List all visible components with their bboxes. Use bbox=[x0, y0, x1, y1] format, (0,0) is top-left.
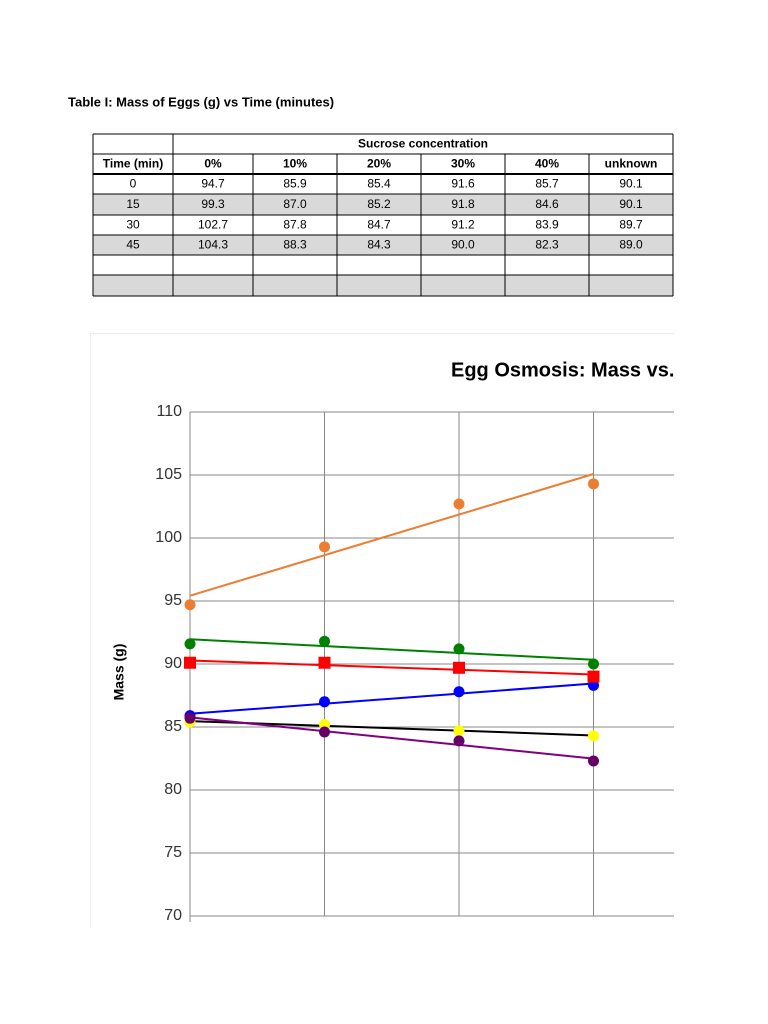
data-point bbox=[453, 643, 465, 655]
data-point bbox=[453, 661, 465, 674]
y-tick-label: 80 bbox=[164, 781, 182, 798]
trendline bbox=[189, 473, 594, 597]
table-cell: 104.3 bbox=[198, 238, 228, 252]
data-point bbox=[184, 656, 196, 669]
y-tick-label: 90 bbox=[164, 655, 182, 672]
table-cell: 84.3 bbox=[367, 238, 391, 252]
y-tick-label: 105 bbox=[155, 466, 182, 483]
data-point bbox=[319, 726, 330, 738]
y-tick-label: 110 bbox=[156, 403, 182, 420]
column-header: Time (min) bbox=[103, 157, 163, 171]
y-tick-label: 100 bbox=[155, 529, 182, 546]
data-point bbox=[588, 478, 599, 490]
table-cell: 84.6 bbox=[535, 197, 559, 211]
table-cell: 91.6 bbox=[451, 177, 475, 191]
table-cell: 45 bbox=[126, 238, 140, 252]
data-point bbox=[318, 656, 331, 669]
data-point bbox=[319, 541, 330, 553]
data-point bbox=[587, 670, 600, 683]
chart-area: Egg Osmosis: Mass vs. T Mass (g) 70 75 80 8… bbox=[90, 333, 692, 928]
table-cell: 90.0 bbox=[451, 238, 475, 252]
row-shade bbox=[93, 235, 673, 255]
trendline bbox=[189, 638, 594, 661]
trendline bbox=[189, 682, 594, 715]
y-axis-label: Mass (g) bbox=[111, 644, 127, 701]
trendline bbox=[189, 716, 594, 760]
data-point bbox=[319, 635, 330, 647]
row-shade bbox=[93, 194, 673, 215]
column-header: 0% bbox=[204, 157, 222, 171]
table-cell: 99.3 bbox=[201, 197, 225, 211]
table-cell: 87.8 bbox=[283, 218, 307, 232]
group-header: Sucrose concentration bbox=[358, 137, 488, 151]
table-cell: 90.1 bbox=[619, 197, 643, 211]
row-shade bbox=[93, 275, 673, 296]
table-cell: 89.7 bbox=[619, 218, 643, 232]
data-point bbox=[453, 735, 465, 747]
table-cell: 0 bbox=[130, 177, 137, 191]
table-cell: 90.1 bbox=[619, 177, 643, 191]
chart-title: Egg Osmosis: Mass vs. T bbox=[451, 359, 692, 381]
table-cell: 85.4 bbox=[367, 177, 391, 191]
column-header: 20% bbox=[367, 157, 391, 171]
chart: Egg Osmosis: Mass vs. T Mass (g) 70 75 80 8… bbox=[111, 359, 692, 924]
table-title: Table I: Mass of Eggs (g) vs Time (minut… bbox=[68, 94, 334, 109]
column-header: unknown bbox=[605, 157, 658, 171]
table-cell: 83.9 bbox=[535, 218, 559, 232]
table-cell: 30 bbox=[126, 218, 140, 232]
table-cell: 91.8 bbox=[451, 197, 475, 211]
table-cell: 85.9 bbox=[283, 177, 307, 191]
data-point bbox=[588, 755, 599, 767]
data-point bbox=[588, 679, 599, 691]
table: Sucrose concentration Time (min) 0% 10% 20% 3… bbox=[92, 133, 674, 297]
table-cell: 102.7 bbox=[198, 218, 228, 232]
data-point bbox=[588, 658, 599, 670]
table-cell: 15 bbox=[126, 197, 140, 211]
y-tick-label: 95 bbox=[164, 592, 182, 609]
table-cell: 91.2 bbox=[451, 218, 475, 232]
table-cell: 94.7 bbox=[201, 177, 225, 191]
y-tick-label: 70 bbox=[164, 907, 182, 924]
data-point bbox=[588, 730, 599, 742]
table-cell: 88.3 bbox=[283, 238, 307, 252]
column-header: 40% bbox=[535, 157, 559, 171]
data-point bbox=[453, 686, 465, 698]
y-tick-label: 75 bbox=[164, 844, 182, 861]
data-point bbox=[184, 712, 196, 724]
data-point bbox=[453, 498, 465, 510]
data-point bbox=[453, 725, 465, 737]
table-cell: 82.3 bbox=[535, 238, 559, 252]
chart-frame bbox=[90, 333, 674, 928]
data-point bbox=[319, 718, 330, 730]
data-point bbox=[184, 599, 196, 611]
table-cell: 87.0 bbox=[283, 197, 307, 211]
table-cell: 85.2 bbox=[367, 197, 391, 211]
table-cell: 84.7 bbox=[367, 218, 391, 232]
column-header: 10% bbox=[283, 157, 307, 171]
data-point bbox=[184, 638, 196, 650]
column-header: 30% bbox=[451, 157, 475, 171]
y-tick-label: 85 bbox=[164, 718, 182, 735]
trendline bbox=[189, 659, 594, 676]
data-point bbox=[319, 696, 330, 708]
table-cell: 89.0 bbox=[619, 238, 643, 252]
table-cell: 85.7 bbox=[535, 177, 559, 191]
